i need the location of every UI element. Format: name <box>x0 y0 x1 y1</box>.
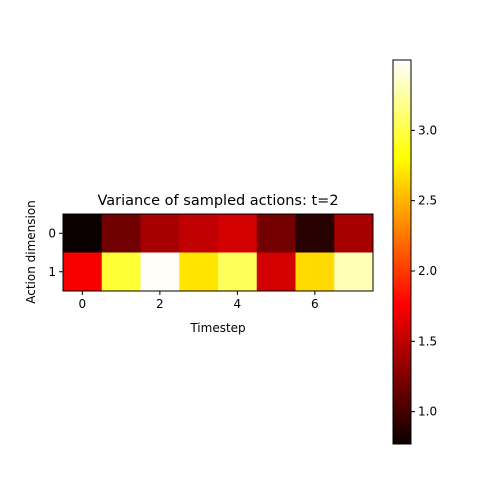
chart-title: Variance of sampled actions: t=2 <box>97 193 338 209</box>
heatmap-cell <box>334 214 374 253</box>
x-tick-label: 4 <box>234 297 242 311</box>
x-axis-label: Timestep <box>189 321 245 335</box>
heatmap-cell <box>334 252 374 292</box>
heatmap-cell <box>63 214 103 253</box>
y-axis-label: Action dimension <box>24 200 38 304</box>
y-tick-label: 1 <box>48 265 56 279</box>
heatmap-cell <box>179 252 219 292</box>
x-tick-label: 0 <box>79 297 87 311</box>
y-axis-ticks: 01 <box>48 226 63 279</box>
heatmap-cell <box>295 214 335 253</box>
colorbar-tick-label: 1.5 <box>418 334 437 348</box>
colorbar-tick-label: 2.5 <box>418 194 437 208</box>
colorbar-tick-label: 1.0 <box>418 405 437 419</box>
heatmap-cell <box>101 252 141 292</box>
x-tick-label: 6 <box>311 297 319 311</box>
heatmap-cell <box>140 252 180 292</box>
heatmap-cell <box>140 214 180 253</box>
heatmap-cell <box>179 214 219 253</box>
colorbar <box>392 59 412 445</box>
colorbar-tick-label: 3.0 <box>418 123 437 137</box>
y-tick-label: 0 <box>48 226 56 240</box>
heatmap-cells <box>63 214 374 292</box>
heatmap-cell <box>256 214 296 253</box>
heatmap-cell <box>218 214 258 253</box>
x-tick-label: 2 <box>156 297 164 311</box>
heatmap-cell <box>256 252 296 292</box>
heatmap-cell <box>63 252 103 292</box>
colorbar-tick-label: 2.0 <box>418 264 437 278</box>
heatmap-cell <box>295 252 335 292</box>
colorbar-ticks: 1.0 1.5 2.0 2.5 3.0 <box>411 123 437 419</box>
heatmap-cell <box>101 214 141 253</box>
x-axis-ticks: 0 2 4 6 <box>79 291 319 311</box>
plot-frame <box>62 213 374 292</box>
heatmap-cell <box>218 252 258 292</box>
